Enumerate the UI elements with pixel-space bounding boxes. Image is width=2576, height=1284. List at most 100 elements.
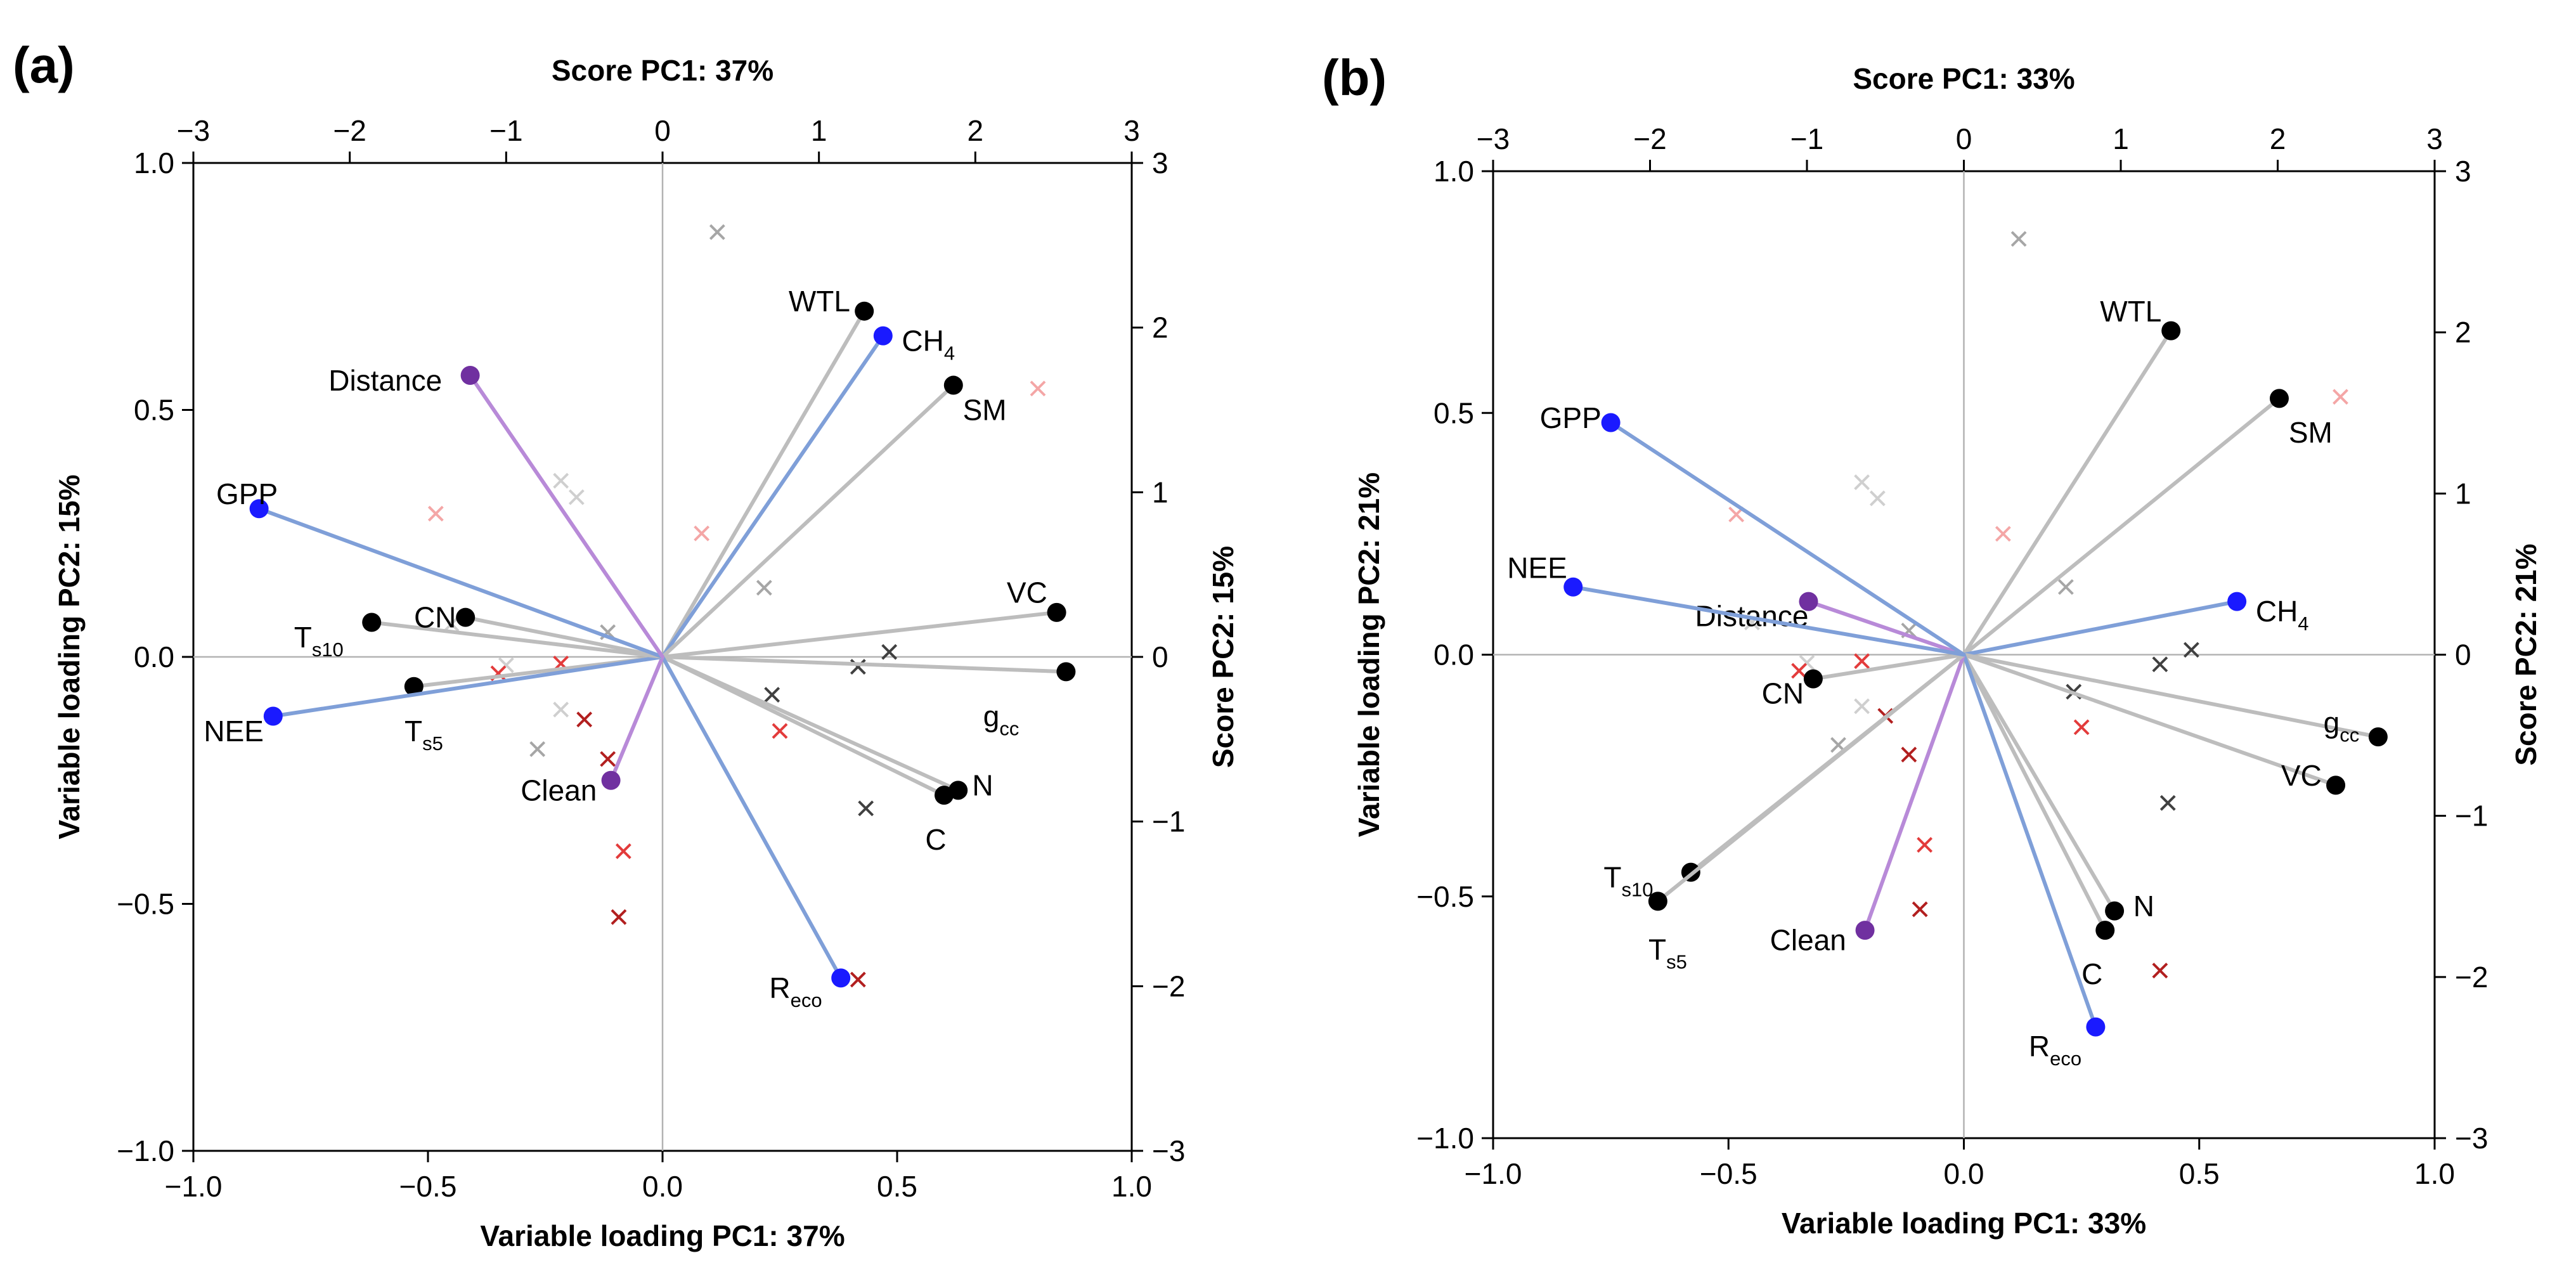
score-marker-stroke <box>529 741 546 757</box>
right-tick-label: −1 <box>2455 800 2488 833</box>
score-marker-stroke <box>2057 579 2074 595</box>
loading-vector-label-main: R <box>769 971 790 1004</box>
loading-vector-clean: Clean <box>1770 652 1966 956</box>
left-tick-label: 0.5 <box>134 394 174 427</box>
loading-vector-label-main: CN <box>414 601 456 634</box>
score-marker <box>1791 663 1808 679</box>
loading-vector-line <box>661 334 885 659</box>
loading-vector-label: Ts5 <box>405 715 443 755</box>
loading-vector-point <box>2368 727 2388 747</box>
top-tick-label: 2 <box>968 114 984 147</box>
loading-vector-line <box>1962 652 2338 788</box>
score-marker <box>1901 746 1917 763</box>
loading-vector-label-subscript: s10 <box>1621 878 1653 900</box>
loading-vector-line <box>257 507 664 659</box>
bottom-axis-title: Variable loading PC1: 37% <box>480 1219 845 1252</box>
loading-vector-point <box>1799 592 1818 611</box>
score-marker-stroke <box>1901 746 1917 763</box>
score-marker-stroke <box>1854 474 1870 490</box>
top-tick-label: 0 <box>1956 122 1972 155</box>
loading-vector-label-subscript: 4 <box>944 342 955 364</box>
score-marker-stroke <box>1791 663 1808 679</box>
loading-vector-label: Ts5 <box>1648 933 1687 973</box>
panel-label: (a) <box>13 37 75 93</box>
panel-b: −1.0 −0.5 0.0 0.5 1.0−1.0−0.50.00.51.0−3 −2 −1… <box>1322 49 2542 1240</box>
right-tick-label: 3 <box>2455 155 2471 188</box>
loading-vector-label-main: Distance <box>1695 600 1809 633</box>
loading-vector-point <box>263 706 283 726</box>
loading-vector-gcc: gcc <box>1962 652 2388 747</box>
score-marker-stroke <box>850 659 866 675</box>
loading-vector-label-main: T <box>294 621 312 654</box>
right-tick-label: 2 <box>1152 311 1168 344</box>
score-marker-stroke <box>850 971 866 988</box>
right-tick-label: −1 <box>1152 805 1185 838</box>
loading-vector-line <box>463 615 664 659</box>
score-marker-stroke <box>427 505 444 522</box>
loading-vector-point <box>2227 592 2247 611</box>
score-marker-stroke <box>694 525 710 541</box>
right-tick-label: −3 <box>2455 1122 2488 1155</box>
score-marker <box>443 616 460 632</box>
loading-vector-line <box>271 655 664 718</box>
score-marker-stroke <box>709 224 725 240</box>
score-marker <box>858 800 874 817</box>
loading-vector-gcc: gcc <box>661 655 1076 739</box>
score-marker-stroke <box>2010 231 2027 247</box>
loading-vector-label-main: SM <box>2289 416 2333 449</box>
left-tick-label: −1.0 <box>117 1134 174 1167</box>
loading-vector-wtl: WTL <box>661 285 874 659</box>
left-tick-label: −1.0 <box>1416 1122 1474 1155</box>
loading-vector-label: GPP <box>1540 401 1602 434</box>
loading-vector-label: CH4 <box>2256 595 2309 635</box>
score-marker <box>611 909 627 925</box>
top-tick-label: 1 <box>811 114 827 147</box>
top-tick-label: −2 <box>333 114 366 147</box>
left-tick-label: 0.0 <box>1434 639 1474 671</box>
score-marker <box>850 971 866 988</box>
score-marker <box>1854 474 1870 490</box>
left-tick-label: 1.0 <box>1434 155 1474 188</box>
score-marker-stroke <box>1030 380 1046 397</box>
score-marker <box>1869 490 1886 507</box>
right-tick-label: 0 <box>2455 639 2471 671</box>
loading-vector-line <box>1571 585 1966 657</box>
top-tick-label: −3 <box>177 114 210 147</box>
loading-vector-point <box>1803 669 1823 689</box>
loading-vector-line <box>370 620 664 659</box>
loading-vector-label: WTL <box>2100 295 2161 328</box>
score-marker-stroke <box>881 644 898 660</box>
score-marker-stroke <box>1854 698 1870 715</box>
bottom-tick-label: 0.5 <box>877 1170 917 1203</box>
score-marker-stroke <box>1995 526 2011 542</box>
loading-vector-line <box>661 655 1068 674</box>
loading-vector-label-main: T <box>405 715 422 748</box>
loading-vector-point <box>1047 602 1066 622</box>
loading-vector-label-main: T <box>1603 860 1621 893</box>
loading-vector-point <box>460 365 480 385</box>
right-tick-label: 2 <box>2455 316 2471 349</box>
loading-vector-ts5: Ts5 <box>1648 652 1966 973</box>
loading-vector-line <box>1962 652 2098 1029</box>
loading-vector-label-main: C <box>925 823 946 856</box>
loading-vector-ts5: Ts5 <box>404 655 664 755</box>
left-axis-title: Variable loading PC2: 15% <box>53 474 86 839</box>
left-tick-label: 0.0 <box>134 640 174 673</box>
score-marker-stroke <box>568 489 585 505</box>
right-axis-title: Score PC2: 21% <box>2509 543 2542 765</box>
loading-vector-point <box>855 301 874 321</box>
loading-vector-label: NEE <box>1507 551 1567 584</box>
loading-vector-label: NEE <box>204 715 264 748</box>
loading-vector-point <box>2161 321 2181 340</box>
score-marker-stroke <box>553 472 569 489</box>
loading-vector-ts10: Ts10 <box>294 613 664 661</box>
loading-vector-vc: VC <box>1962 652 2346 795</box>
top-tick-label: −2 <box>1633 122 1666 155</box>
loading-vector-line <box>1962 599 2239 657</box>
score-marker-stroke <box>772 723 788 739</box>
loading-vector-label: Clean <box>1770 923 1846 956</box>
loading-vector-label: N <box>972 769 993 802</box>
loading-vector-label-main: g <box>2324 706 2340 739</box>
score-marker-stroke <box>1912 901 1928 918</box>
bottom-tick-label: 1.0 <box>2414 1157 2455 1190</box>
